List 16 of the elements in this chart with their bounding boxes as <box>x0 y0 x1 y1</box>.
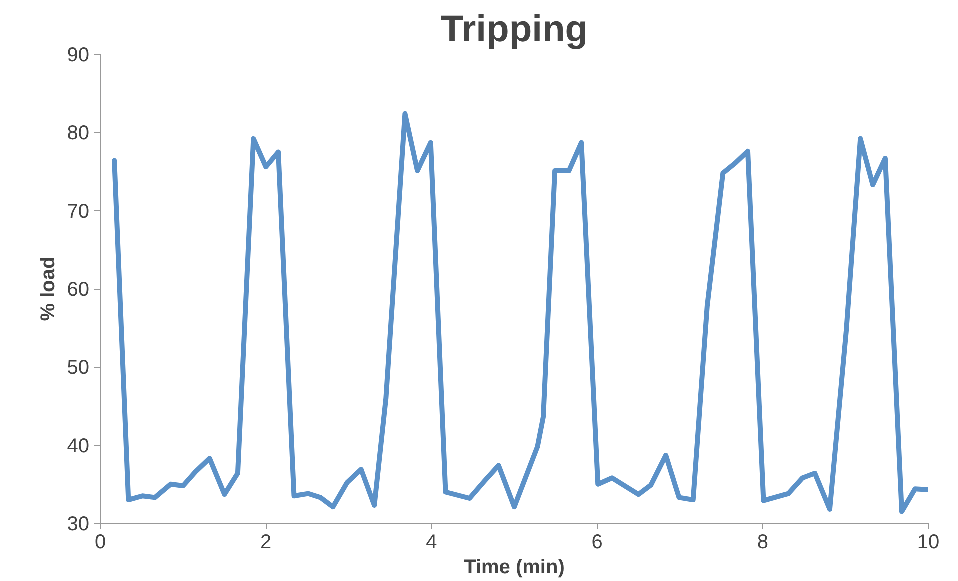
chart-title: Tripping <box>440 8 588 50</box>
x-tick-label: 6 <box>592 532 603 554</box>
y-tick-label: 30 <box>67 514 90 536</box>
x-tick-label: 8 <box>757 532 768 554</box>
y-tick-label: 70 <box>67 200 90 223</box>
y-tick-label: 40 <box>67 435 90 458</box>
y-tick-label: 90 <box>67 44 90 66</box>
x-tick-label: 2 <box>260 532 272 554</box>
y-tick-label: 60 <box>67 279 90 301</box>
y-axis-title: % load <box>37 256 60 322</box>
y-tick-label: 80 <box>67 122 90 145</box>
x-tick-label: 0 <box>94 532 106 554</box>
x-axis-title: Time (min) <box>464 556 565 578</box>
x-tick-label: 10 <box>917 532 940 554</box>
y-tick-label: 50 <box>67 357 90 380</box>
x-tick-label: 4 <box>426 532 438 554</box>
